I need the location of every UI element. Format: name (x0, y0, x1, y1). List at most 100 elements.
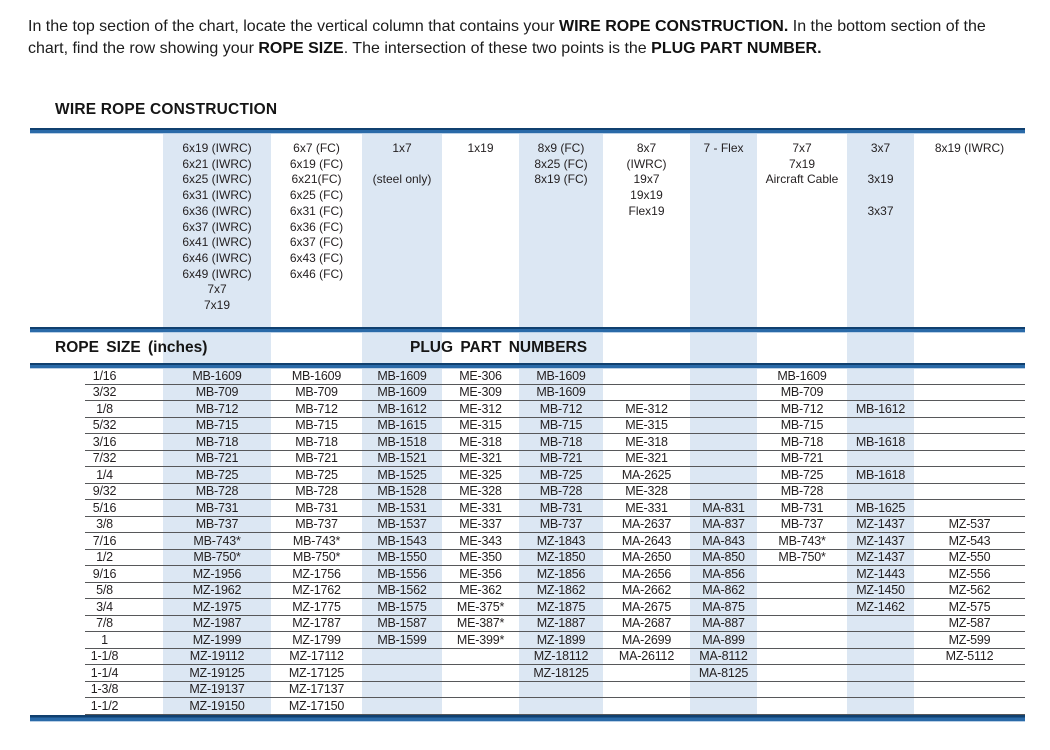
part-number-cell: MZ-18125 (533, 665, 589, 680)
intro-bold-term: WIRE ROPE CONSTRUCTION. (558, 18, 789, 35)
table-row: 1-1/2 MZ-19150 MZ-17150 (30, 698, 1025, 715)
construction-label: 6x37 (FC) (289, 235, 344, 250)
part-number-cell: MB-1531 (377, 500, 427, 515)
part-number-cell: MZ-1843 (536, 533, 586, 548)
shaded-band (362, 133, 442, 715)
construction-label: 7x19 (203, 298, 231, 313)
part-number-cell: MB-725 (195, 467, 239, 482)
construction-label: 6x25 (IWRC) (182, 172, 252, 187)
rope-size-cell: 1/16 (92, 368, 117, 383)
construction-label: 6x25 (FC) (289, 188, 344, 203)
part-number-cell: MB-750* (193, 550, 241, 564)
rope-size-cell: 9/32 (92, 484, 117, 498)
part-number-cell: MB-731 (780, 500, 824, 515)
part-number-cell: MB-1518 (377, 434, 427, 449)
part-number-cell: MB-728 (295, 484, 338, 498)
construction-label: 7x7 (792, 141, 812, 155)
part-number-cell: MA-899 (702, 632, 745, 647)
construction-column-1: 6x19 (IWRC) 6x21 (IWRC) 6x25 (IWRC) 6x31 (I… (163, 141, 271, 327)
construction-label: 6x21 (IWRC) (182, 156, 252, 171)
table-row: 7/8 MZ-1987 MZ-1787 MB-1587 ME-387* MZ-1887 MA… (30, 616, 1025, 633)
rope-size-cell: 1 (101, 632, 108, 647)
table-row: 1-1/8 MZ-19112 MZ-17112 MZ-18112 MA-26112 MA-… (30, 649, 1025, 666)
construction-label: 6x46 (IWRC) (182, 250, 252, 265)
construction-label: 1x7 (392, 141, 412, 155)
construction-label: 1x19 (467, 141, 494, 155)
part-number-cell: MB-712 (539, 401, 583, 416)
part-number-cell: MZ-17125 (288, 665, 345, 680)
rope-size-cell: 9/16 (92, 566, 117, 581)
part-number-cell: MA-2687 (621, 616, 672, 630)
intro-bold-term: PLUG PART NUMBER. (651, 39, 822, 57)
construction-label: 8x25 (FC) (534, 156, 588, 171)
part-number-cell: MA-2650 (621, 550, 672, 564)
rule-mid-upper (30, 327, 1025, 332)
part-number-cell: MB-1525 (377, 467, 427, 482)
part-number-cell: MB-718 (195, 434, 239, 449)
part-number-cell: MB-743* (778, 533, 826, 548)
part-number-cell: MZ-19125 (189, 665, 245, 680)
part-number-cell: ME-315 (459, 418, 502, 432)
table-row: 1-1/4 MZ-19125 MZ-17125 MZ-18125 MA-8125 (30, 665, 1025, 682)
construction-label: 8x19 (FC) (534, 172, 588, 187)
rule-mid-lower (30, 363, 1025, 368)
shaded-band (690, 133, 757, 715)
part-number-cell: MB-750* (292, 550, 341, 564)
part-number-cell: MA-2625 (621, 467, 672, 482)
part-number-cell: MZ-1799 (292, 632, 341, 647)
construction-label: 6x19 (FC) (289, 156, 344, 171)
construction-label: 6x19 (IWRC) (182, 141, 252, 155)
rope-size-cell: 1-1/8 (90, 649, 119, 663)
part-number-cell: MA-862 (702, 583, 745, 597)
part-number-cell: MB-731 (295, 500, 338, 515)
construction-column-9: 3x7 3x19 3x37 (847, 141, 914, 327)
part-number-cell: ME-312 (459, 401, 502, 416)
part-number-cell: MB-725 (295, 467, 338, 482)
shaded-band (163, 133, 271, 715)
construction-label: 8x9 (FC) (537, 141, 585, 155)
part-number-cell: MB-1609 (192, 368, 242, 383)
part-number-cell: MA-2656 (621, 566, 672, 581)
part-number-cell: MZ-556 (948, 566, 991, 581)
construction-label: 6x36 (IWRC) (182, 203, 252, 218)
construction-column-8: 7x7 7x19 Aircraft Cable (757, 141, 847, 327)
part-number-cell: MB-1550 (377, 550, 427, 564)
part-number-cell: MB-725 (539, 467, 583, 482)
table-row: 1/16 MB-1609 MB-1609 MB-1609 ME-306 MB-1609 MB… (30, 368, 1025, 385)
part-number-cell: MZ-5112 (945, 649, 994, 663)
table-row: 1/4 MB-725 MB-725 MB-1525 ME-325 MB-725 MA-262… (30, 467, 1025, 484)
part-number-cell: MZ-1762 (292, 583, 341, 597)
part-number-cell: ME-328 (625, 484, 668, 498)
part-number-cell: MA-2675 (621, 599, 672, 614)
part-number-cell: MB-1625 (855, 500, 906, 515)
rope-size-cell: 5/32 (92, 418, 117, 432)
construction-header-spacer (30, 141, 163, 327)
part-number-cell: MB-731 (195, 500, 239, 515)
part-number-cell: MB-1609 (536, 385, 586, 399)
part-number-cell: MB-1609 (536, 368, 586, 383)
part-number-cell: MB-1609 (377, 368, 427, 383)
part-number-cell: ME-399* (456, 632, 505, 647)
rope-size-cell: 7/8 (96, 616, 113, 630)
construction-header-row: 6x19 (IWRC) 6x21 (IWRC) 6x25 (IWRC) 6x31 (I… (30, 133, 1025, 327)
construction-label: 8x19 (IWRC) (934, 141, 1005, 155)
part-number-cell: ME-375* (456, 599, 505, 614)
part-number-cell: MB-1615 (377, 418, 427, 432)
table-row: 7/16 MB-743* MB-743* MB-1543 ME-343 MZ-1843 MA… (30, 533, 1025, 550)
construction-label: 3x7 (870, 141, 891, 155)
part-number-cell: MZ-1450 (856, 583, 905, 597)
part-number-cell: MB-728 (780, 484, 824, 498)
part-number-cell: MB-715 (295, 418, 338, 432)
construction-label: 8x7 (636, 141, 657, 155)
part-number-cell: ME-318 (459, 434, 502, 449)
part-number-cell: MZ-1437 (856, 550, 905, 564)
part-number-cell: ME-309 (459, 385, 502, 399)
table-row: 1/8 MB-712 MB-712 MB-1612 ME-312 MB-712 ME-312… (30, 401, 1025, 418)
rope-size-cell: 7/16 (92, 533, 117, 548)
part-number-cell: MB-709 (295, 385, 338, 399)
part-number-cell: MZ-550 (948, 550, 991, 564)
part-number-cell: MZ-17137 (288, 682, 345, 696)
construction-label: Flex19 (628, 203, 665, 218)
construction-column-3: 1x7 (steel only) (362, 141, 442, 327)
